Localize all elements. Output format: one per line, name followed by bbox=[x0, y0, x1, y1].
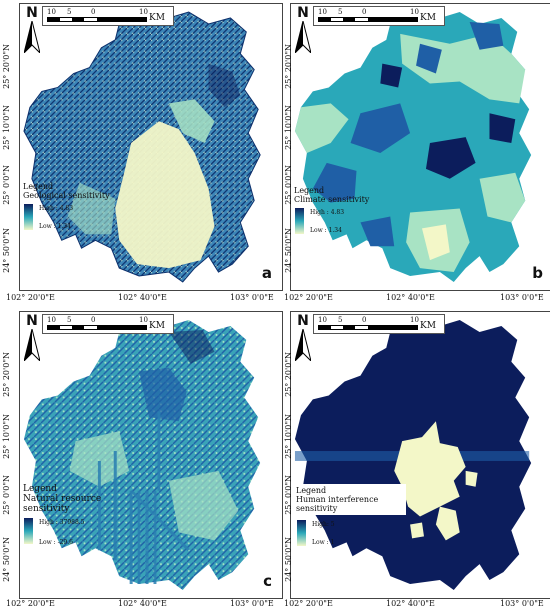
human-interference-sensitivity-map bbox=[294, 318, 532, 590]
scale-bar: 10 5 0 10 KM bbox=[313, 6, 445, 26]
scale-unit: KM bbox=[420, 13, 436, 23]
legend-low: Low : -29.6 bbox=[39, 539, 73, 546]
climate-sensitivity-map bbox=[294, 10, 532, 282]
scale-label: 10 bbox=[410, 316, 419, 324]
north-arrow: N bbox=[294, 313, 312, 361]
lat-label: 25° 0'0"N bbox=[2, 475, 11, 515]
scale-label: 5 bbox=[338, 316, 343, 324]
lon-label: 102° 20'0"E bbox=[284, 599, 333, 608]
scale-unit: KM bbox=[420, 321, 436, 331]
scale-label: 0 bbox=[362, 316, 367, 324]
lon-label: 103° 0'0"E bbox=[230, 293, 274, 302]
lat-label: 25° 0'0"N bbox=[284, 165, 293, 205]
legend-title: Legend bbox=[296, 486, 327, 495]
scale-label: 10 bbox=[318, 316, 327, 324]
lon-label: 102° 20'0"E bbox=[6, 293, 55, 302]
legend: Legend Natural resource sensitivity High… bbox=[23, 484, 113, 546]
panel-letter: a bbox=[261, 264, 272, 282]
scale-label: 10 bbox=[47, 8, 56, 16]
legend-high: High: 5 bbox=[312, 521, 335, 528]
lon-label: 102° 40'0"E bbox=[386, 599, 435, 608]
lat-label: 24° 50'0"N bbox=[284, 228, 293, 273]
lat-label: 25° 10'0"N bbox=[284, 105, 293, 150]
north-label: N bbox=[297, 313, 309, 329]
legend-title: Legend bbox=[294, 186, 325, 195]
scale-label: 10 bbox=[139, 316, 148, 324]
lon-label: 103° 0'0"E bbox=[500, 599, 544, 608]
scale-label: 0 bbox=[91, 8, 96, 16]
legend-low: Low : 1 bbox=[312, 539, 335, 546]
scale-label: 10 bbox=[47, 316, 56, 324]
legend-high: High : 4.83 bbox=[310, 209, 345, 216]
panel-letter: d bbox=[532, 572, 543, 590]
legend-high: High : 37988.5 bbox=[39, 519, 85, 526]
lat-label: 25° 0'0"N bbox=[284, 475, 293, 515]
north-label: N bbox=[297, 5, 309, 21]
lat-label: 25° 20'0"N bbox=[284, 352, 293, 397]
map-panel-a: N 10 5 0 10 KM Legend Geological sensiti… bbox=[19, 3, 283, 291]
scale-label: 5 bbox=[67, 8, 72, 16]
scale-bar: 10 5 0 10 KM bbox=[313, 314, 445, 334]
legend-high: High : 4.83 bbox=[39, 205, 74, 212]
lon-label: 102° 20'0"E bbox=[6, 599, 55, 608]
map-panel-b: N 10 5 0 10 KM Legend Climate sensitivit… bbox=[290, 3, 550, 291]
legend-title: Legend bbox=[23, 182, 54, 191]
legend: Legend Climate sensitivity High : 4.83 L… bbox=[294, 186, 370, 234]
scale-label: 10 bbox=[139, 8, 148, 16]
lat-label: 24° 50'0"N bbox=[2, 537, 11, 582]
lat-label: 25° 0'0"N bbox=[2, 165, 11, 205]
north-label: N bbox=[26, 5, 38, 21]
legend-title: Legend bbox=[23, 484, 57, 494]
legend-low: Low : 1.34 bbox=[310, 227, 342, 234]
map-panel-d: N 10 5 0 10 KM Legend Human interference… bbox=[290, 311, 550, 599]
lat-label: 25° 20'0"N bbox=[2, 352, 11, 397]
legend-name: Natural resource sensitivity bbox=[23, 494, 102, 514]
panel-letter: b bbox=[532, 264, 543, 282]
scale-bar: 10 5 0 10 KM bbox=[42, 6, 174, 26]
lon-label: 102° 20'0"E bbox=[284, 293, 333, 302]
panel-letter: c bbox=[263, 572, 272, 590]
scale-label: 10 bbox=[318, 8, 327, 16]
scale-bar: 10 5 0 10 KM bbox=[42, 314, 174, 334]
lat-label: 25° 10'0"N bbox=[2, 414, 11, 459]
scale-label: 0 bbox=[91, 316, 96, 324]
scale-unit: KM bbox=[149, 13, 165, 23]
legend: Legend Human interference sensitivity Hi… bbox=[294, 484, 406, 546]
legend-color-ramp bbox=[24, 204, 33, 230]
lon-label: 103° 0'0"E bbox=[230, 599, 274, 608]
scale-label: 5 bbox=[338, 8, 343, 16]
lon-label: 102° 40'0"E bbox=[118, 599, 167, 608]
lon-label: 102° 40'0"E bbox=[386, 293, 435, 302]
lat-label: 25° 10'0"N bbox=[284, 414, 293, 459]
north-arrow: N bbox=[294, 5, 312, 53]
north-arrow: N bbox=[23, 313, 41, 361]
legend-color-ramp bbox=[24, 518, 33, 544]
scale-label: 5 bbox=[67, 316, 72, 324]
lat-label: 24° 50'0"N bbox=[2, 228, 11, 273]
legend-name: Human interference sensitivity bbox=[296, 495, 379, 513]
north-label: N bbox=[26, 313, 38, 329]
legend-color-ramp bbox=[295, 208, 304, 234]
legend-color-ramp bbox=[297, 520, 306, 546]
map-panel-c: N 10 5 0 10 KM Legend Natural resource s… bbox=[19, 311, 283, 599]
scale-label: 10 bbox=[410, 8, 419, 16]
lon-label: 103° 0'0"E bbox=[500, 293, 544, 302]
legend: Legend Geological sensitivity High : 4.8… bbox=[23, 182, 110, 230]
north-arrow: N bbox=[23, 5, 41, 53]
lat-label: 25° 20'0"N bbox=[2, 44, 11, 89]
legend-low: Low : 1.34 bbox=[39, 223, 71, 230]
natural-resource-sensitivity-map bbox=[23, 318, 261, 590]
scale-unit: KM bbox=[149, 321, 165, 331]
legend-name: Climate sensitivity bbox=[294, 195, 370, 204]
lat-label: 24° 50'0"N bbox=[284, 537, 293, 582]
lat-label: 25° 20'0"N bbox=[284, 44, 293, 89]
lon-label: 102° 40'0"E bbox=[118, 293, 167, 302]
legend-name: Geological sensitivity bbox=[23, 191, 110, 200]
scale-label: 0 bbox=[362, 8, 367, 16]
geological-sensitivity-map bbox=[23, 9, 261, 283]
lat-label: 25° 10'0"N bbox=[2, 105, 11, 150]
